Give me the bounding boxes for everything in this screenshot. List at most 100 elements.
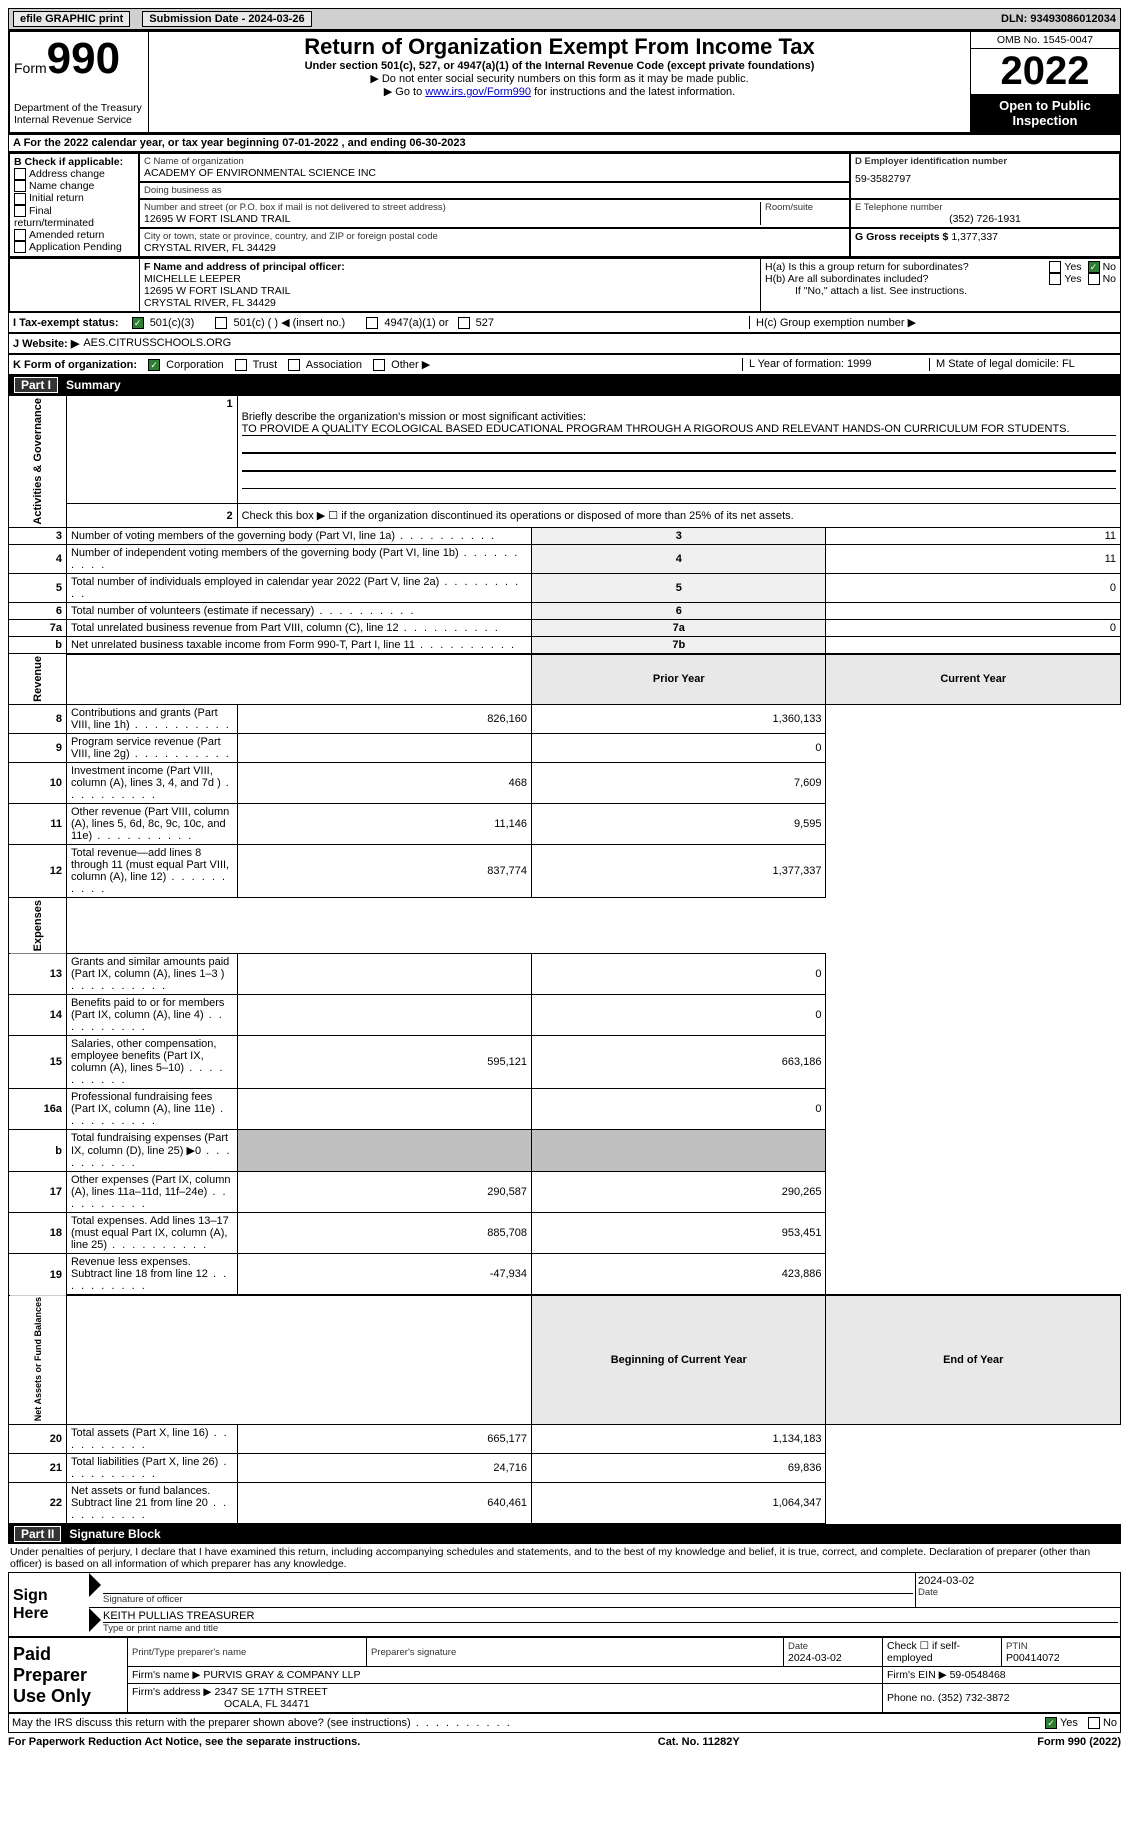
net-line-22: Net assets or fund balances. Subtract li… [66,1483,237,1524]
part1-num: Part I [14,377,58,393]
opt-assoc: Association [306,359,362,371]
opt-corp: Corporation [166,359,223,371]
hb-label: H(b) Are all subordinates included? [765,273,1049,285]
exp-line-16a: Professional fundraising fees (Part IX, … [66,1089,237,1130]
ag-val-b [826,636,1121,654]
rev-line-10: Investment income (Part VIII, column (A)… [66,763,237,804]
section-bcdeg: B Check if applicable: Address change Na… [8,152,1121,258]
chk-ha-no[interactable] [1088,261,1100,273]
exp-13-curr: 0 [532,954,826,995]
hb-no: No [1103,273,1116,285]
may-irs: May the IRS discuss this return with the… [12,1717,1045,1729]
city: CRYSTAL RIVER, FL 34429 [144,242,845,254]
ag-val-5: 0 [826,573,1121,602]
dept-treasury: Department of the Treasury Internal Reve… [14,102,144,126]
chk-initial[interactable] [14,193,26,205]
exp-19-curr: 423,886 [532,1254,826,1296]
i-label: I Tax-exempt status: [13,317,119,329]
rev-12-prior: 837,774 [237,845,531,898]
chk-other[interactable] [373,359,385,371]
sig-date: 2024-03-02 [918,1575,1118,1587]
firm-addr-label: Firm's address ▶ [132,1686,212,1698]
chk-name-change[interactable] [14,180,26,192]
opt-501c: 501(c) ( ) ◀ (insert no.) [233,317,345,329]
exp-b-curr [532,1130,826,1172]
chk-501c3[interactable] [132,317,144,329]
efile-print-button[interactable]: efile GRAPHIC print [13,11,130,27]
e-label: E Telephone number [855,202,1115,213]
footer: For Paperwork Reduction Act Notice, see … [8,1733,1121,1751]
form-label: Form [14,60,47,76]
sig-officer-label: Signature of officer [103,1594,913,1605]
ag-line-b: Net unrelated business taxable income fr… [66,636,531,654]
form-number: 990 [47,34,120,83]
net-21-prior: 24,716 [237,1454,531,1483]
exp-13-prior [237,954,531,995]
chk-hb-yes[interactable] [1049,273,1061,285]
part2-name: Signature Block [69,1527,160,1541]
note-goto: ▶ Go to www.irs.gov/Form990 for instruct… [153,85,966,98]
arrow-icon [89,1573,101,1597]
j-label: J Website: ▶ [13,337,79,350]
net-line-21: Total liabilities (Part X, line 26) [66,1454,237,1483]
ag-line-6: Total number of volunteers (estimate if … [66,602,531,619]
rev-11-curr: 9,595 [532,804,826,845]
chk-527[interactable] [458,317,470,329]
chk-app-pending[interactable] [14,241,26,253]
section-i: I Tax-exempt status: 501(c)(3) 501(c) ( … [8,312,1121,333]
chk-irs-no[interactable] [1088,1717,1100,1729]
rev-8-curr: 1,360,133 [532,705,826,734]
chk-addr-change[interactable] [14,168,26,180]
chk-hb-no[interactable] [1088,273,1100,285]
chk-501c[interactable] [215,317,227,329]
irs-link[interactable]: www.irs.gov/Form990 [425,86,531,98]
exp-19-prior: -47,934 [237,1254,531,1296]
room-label: Room/suite [765,202,845,213]
chk-corp[interactable] [148,359,160,371]
exp-b-prior [237,1130,531,1172]
side-exp: Expenses [9,898,67,954]
chk-irs-yes[interactable] [1045,1717,1057,1729]
chk-trust[interactable] [235,359,247,371]
exp-16a-prior [237,1089,531,1130]
type-name-label: Type or print name and title [103,1623,1118,1634]
opt-trust: Trust [253,359,278,371]
net-20-curr: 1,134,183 [532,1425,826,1454]
submission-date: Submission Date - 2024-03-26 [142,11,311,27]
firm-name: PURVIS GRAY & COMPANY LLP [203,1669,360,1681]
exp-17-prior: 290,587 [237,1172,531,1213]
summary-table: Activities & Governance 1 Briefly descri… [8,395,1121,1524]
prep-date: 2024-03-02 [788,1652,842,1664]
phone-label: Phone no. [887,1692,935,1704]
goto-pre: ▶ Go to [384,86,425,98]
paid-prep-label: Paid Preparer Use Only [9,1638,128,1713]
ha-no: No [1103,261,1116,273]
form-title: Return of Organization Exempt From Incom… [153,34,966,60]
gross-receipts: 1,377,337 [951,231,998,243]
chk-final[interactable] [14,205,26,217]
net-21-curr: 69,836 [532,1454,826,1483]
ha-label: H(a) Is this a group return for subordin… [765,261,1049,273]
firm-addr1: 2347 SE 17TH STREET [214,1686,327,1698]
exp-line-15: Salaries, other compensation, employee b… [66,1036,237,1089]
ag-line-3: Number of voting members of the governin… [66,527,531,544]
chk-4947[interactable] [366,317,378,329]
chk-ha-yes[interactable] [1049,261,1061,273]
rev-8-prior: 826,160 [237,705,531,734]
exp-line-17: Other expenses (Part IX, column (A), lin… [66,1172,237,1213]
officer-city: CRYSTAL RIVER, FL 34429 [144,297,756,309]
col-end: End of Year [826,1295,1121,1424]
ag-box-7a: 7a [532,619,826,636]
lbl-name-change: Name change [29,180,94,192]
ag-val-6 [826,602,1121,619]
exp-line-18: Total expenses. Add lines 13–17 (must eq… [66,1213,237,1254]
officer-printed: KEITH PULLIAS TREASURER [103,1610,1118,1623]
exp-17-curr: 290,265 [532,1172,826,1213]
street-label: Number and street (or P.O. box if mail i… [144,202,760,213]
ag-box-6: 6 [532,602,826,619]
chk-amended[interactable] [14,229,26,241]
rev-line-12: Total revenue—add lines 8 through 11 (mu… [66,845,237,898]
chk-assoc[interactable] [288,359,300,371]
lbl-initial: Initial return [29,192,84,204]
l-year: L Year of formation: 1999 [742,358,929,371]
